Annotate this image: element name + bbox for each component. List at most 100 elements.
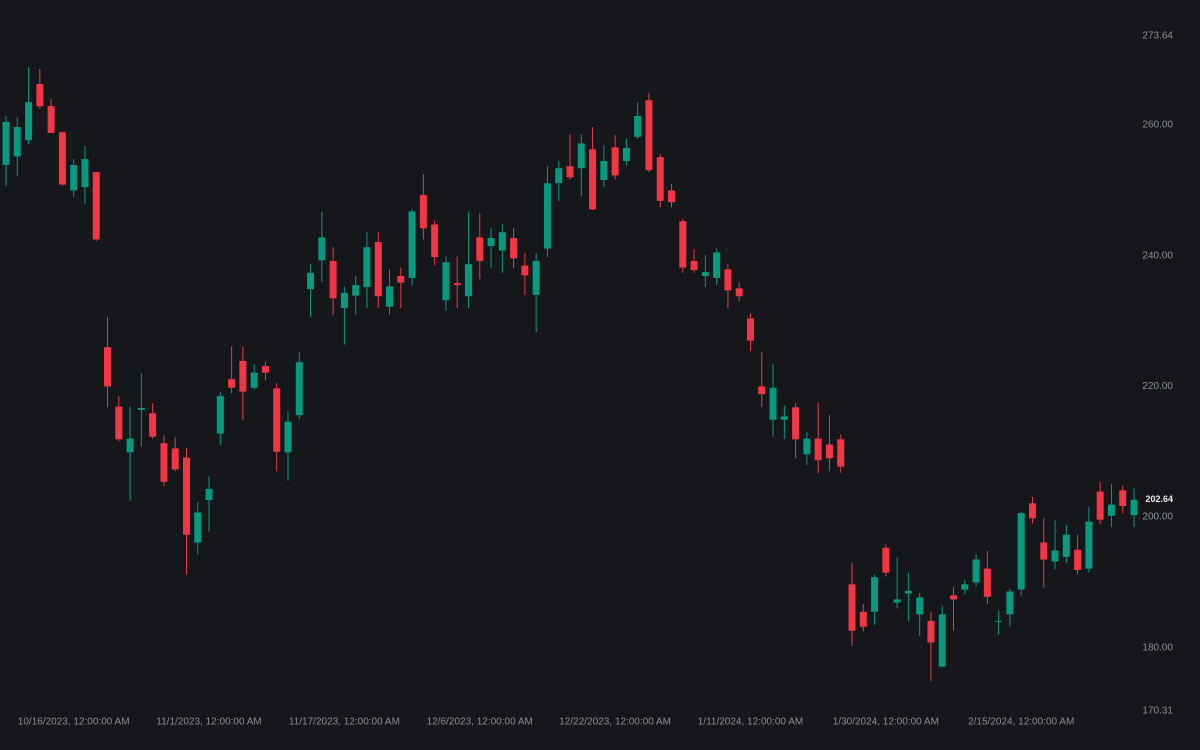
y-tick-label: 200.00 bbox=[1142, 512, 1173, 523]
candle-body bbox=[882, 547, 890, 573]
candle-body bbox=[690, 260, 698, 271]
candle-body bbox=[780, 416, 788, 420]
candle-body bbox=[149, 413, 157, 437]
candle-body bbox=[13, 127, 21, 157]
candle-body bbox=[431, 224, 439, 258]
candle-body bbox=[611, 147, 619, 176]
candle-body bbox=[803, 438, 811, 455]
candle-body bbox=[1040, 542, 1048, 560]
candle-body bbox=[893, 599, 901, 603]
candle-body bbox=[995, 620, 1003, 622]
candle-body bbox=[510, 238, 518, 259]
candle-body bbox=[115, 406, 123, 440]
candle-body bbox=[577, 143, 585, 169]
candle-body bbox=[622, 147, 630, 162]
candle-body bbox=[2, 121, 10, 165]
candle-body bbox=[1051, 550, 1059, 562]
candle-body bbox=[566, 166, 574, 178]
candle-body bbox=[837, 439, 845, 467]
candle-body bbox=[825, 444, 833, 459]
candle-body bbox=[171, 448, 179, 470]
candle-body bbox=[205, 488, 213, 501]
candle-body bbox=[363, 247, 371, 288]
candle-body bbox=[848, 584, 856, 631]
candle-body bbox=[476, 237, 484, 261]
candle-body bbox=[521, 265, 529, 276]
y-tick-label: 260.00 bbox=[1142, 120, 1173, 131]
candle-body bbox=[261, 366, 269, 373]
candle-body bbox=[194, 512, 202, 543]
candle-body bbox=[904, 590, 912, 594]
candle-body bbox=[746, 318, 754, 341]
candle-body bbox=[916, 597, 924, 615]
candle-body bbox=[70, 164, 78, 191]
candle-body bbox=[961, 584, 969, 590]
candle-body bbox=[239, 360, 247, 392]
candle-body bbox=[859, 611, 867, 627]
candle-body bbox=[374, 242, 382, 297]
candle-body bbox=[92, 172, 100, 240]
last-price-label: 202.64 bbox=[1145, 494, 1173, 504]
candle-body bbox=[814, 438, 822, 461]
candle-body bbox=[600, 161, 608, 180]
candle-body bbox=[25, 102, 33, 141]
candle-body bbox=[645, 100, 653, 171]
x-tick-label: 12/6/2023, 12:00:00 AM bbox=[427, 717, 533, 728]
candle-body bbox=[104, 347, 112, 387]
candle-body bbox=[498, 232, 506, 251]
candle-body bbox=[464, 264, 472, 297]
y-tick-label: 170.31 bbox=[1142, 706, 1173, 717]
candle-body bbox=[182, 457, 190, 535]
candle-body bbox=[1119, 490, 1127, 506]
candle-body bbox=[543, 183, 551, 249]
candle-body bbox=[352, 285, 360, 296]
candle-body bbox=[137, 407, 145, 410]
candle-body bbox=[938, 614, 946, 667]
candle-body bbox=[1130, 499, 1138, 516]
candle-body bbox=[1107, 504, 1115, 516]
candle-body bbox=[487, 238, 495, 246]
candle-body bbox=[701, 272, 709, 277]
candle-body bbox=[735, 288, 743, 297]
candle-body bbox=[1085, 521, 1093, 569]
candle-body bbox=[442, 262, 450, 301]
candle-body bbox=[769, 387, 777, 420]
candle-body bbox=[871, 577, 879, 612]
candle-body bbox=[656, 157, 664, 201]
candle-body bbox=[792, 407, 800, 440]
candle-body bbox=[295, 362, 303, 416]
x-tick-label: 1/11/2024, 12:00:00 AM bbox=[698, 717, 803, 728]
candle-body bbox=[408, 211, 416, 278]
y-tick-label: 180.00 bbox=[1142, 642, 1173, 653]
y-tick-label: 273.64 bbox=[1142, 31, 1173, 42]
candle-body bbox=[724, 269, 732, 291]
candle-body bbox=[58, 132, 66, 185]
candle-body bbox=[758, 386, 766, 395]
candle-body bbox=[1074, 549, 1082, 570]
candle-body bbox=[250, 372, 258, 388]
x-tick-label: 11/1/2023, 12:00:00 AM bbox=[156, 717, 261, 728]
candle-body bbox=[386, 286, 394, 307]
x-tick-label: 2/15/2024, 12:00:00 AM bbox=[968, 717, 1074, 728]
candle-body bbox=[126, 438, 134, 453]
candle-body bbox=[972, 559, 980, 583]
candle-body bbox=[284, 421, 292, 453]
candle-body bbox=[679, 221, 687, 268]
candle-body bbox=[634, 115, 642, 137]
candle-body bbox=[927, 620, 935, 643]
candle-body bbox=[983, 568, 991, 597]
x-tick-label: 11/17/2023, 12:00:00 AM bbox=[289, 717, 400, 728]
candle-body bbox=[1096, 491, 1104, 520]
y-tick-label: 220.00 bbox=[1142, 381, 1173, 392]
candle-body bbox=[589, 149, 597, 210]
candle-body bbox=[329, 260, 337, 299]
candle-body bbox=[340, 292, 348, 309]
candle-body bbox=[1062, 534, 1070, 557]
candle-body bbox=[453, 283, 461, 286]
candle-body bbox=[1017, 513, 1025, 590]
candle-body bbox=[81, 159, 89, 188]
candle-body bbox=[1028, 503, 1036, 519]
candle-body bbox=[160, 443, 168, 482]
